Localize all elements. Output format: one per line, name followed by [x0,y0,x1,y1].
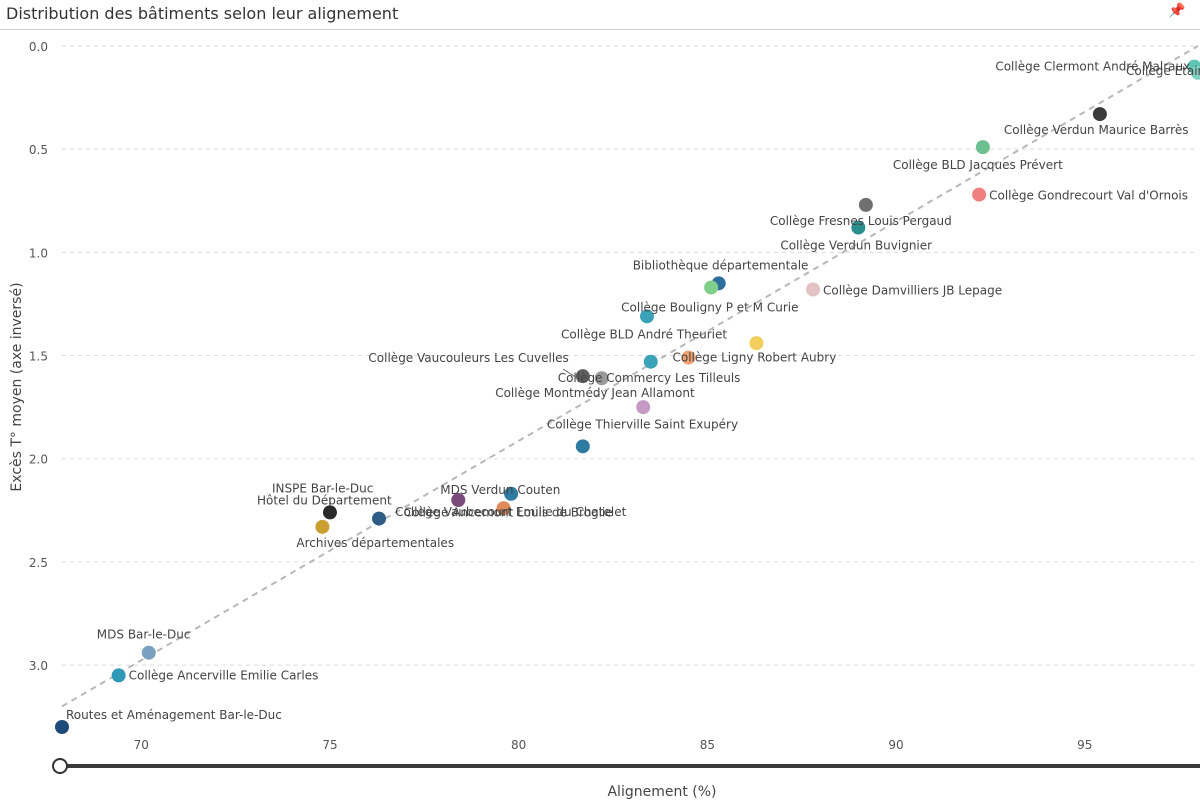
y-tick-label: 1.5 [29,350,48,364]
data-point[interactable] [504,486,519,501]
chart-title: Distribution des bâtiments selon leur al… [6,4,399,23]
grid-lines [62,45,1198,666]
y-tick-label: 1.0 [29,246,48,260]
point-label: MDS Bar-le-Duc [97,628,191,642]
point-label: Collège Clermont André Malraux [995,60,1190,74]
data-point[interactable] [1191,65,1200,80]
point-label: Collège Thierville Saint Exupéry [547,417,738,431]
point-label: Bibliothèque départementale [633,258,809,272]
point-label: Collège Verdun Buvignier [780,239,932,253]
point-label: Routes et Aménagement Bar-le-Duc [66,708,282,722]
x-tick-label: 95 [1077,738,1092,752]
y-tick-label: 3.0 [29,659,48,673]
y-tick-label: 2.5 [29,556,48,570]
data-point[interactable] [372,511,387,526]
point-label: Collège BLD Jacques Prévert [893,158,1063,172]
trend-line [61,45,1199,708]
y-axis-ticks: 0.0 0.5 1.0 1.5 2.0 2.5 3.0 [29,40,48,673]
x-tick-label: 85 [700,738,715,752]
point-label: Collège Bouligny P et M Curie [621,300,798,314]
data-point[interactable] [141,645,156,660]
point-label: Collège Damvilliers JB Lepage [823,284,1002,298]
point-label: Collège BLD André Theuriet [561,327,727,341]
y-axis-title: Excès T° moyen (axe inversé) [9,282,25,491]
point-label: Collège Fresnes Louis Pergaud [770,214,952,228]
point-label: Collège Vaucouleurs Les Cuvelles [368,351,568,365]
data-point[interactable] [55,720,69,734]
data-point[interactable] [749,336,764,351]
point-label: Archives départementales [296,536,454,550]
x-tick-label: 70 [134,738,149,752]
point-label: Collège Commercy Les Tilleuls [558,371,741,385]
data-point[interactable] [315,519,330,534]
data-point[interactable] [496,501,511,516]
point-label: Collège Ancerville Emilie Carles [129,668,319,682]
point-label: Collège Gondrecourt Val d'Ornois [989,189,1188,203]
point-label: Collège Ancemont Louis de Broglie [404,505,613,519]
data-point[interactable] [806,282,821,297]
point-label: Collège Ligny Robert Aubry [672,351,836,365]
point-label: MDS Verdun Couten [440,483,560,497]
point-label: Collège Vaubecourt Emilie du Chatelet [395,505,626,519]
x-range-slider [52,758,1200,774]
data-point[interactable] [451,493,466,507]
data-point[interactable] [851,220,866,235]
data-point[interactable] [643,354,658,369]
slider-handle[interactable] [52,758,68,774]
point-label: Collège Verdun Maurice Barrès [1004,123,1189,137]
header-divider [0,29,1200,30]
data-point[interactable] [575,439,590,454]
data-point[interactable] [594,371,609,386]
x-axis-ticks: 70 75 80 85 90 95 [134,738,1093,752]
x-tick-label: 80 [511,738,526,752]
x-tick-label: 75 [322,738,337,752]
data-point[interactable] [111,668,126,683]
x-axis-title: Alignement (%) [607,784,716,800]
point-label: Hôtel du Département [257,494,392,508]
data-point[interactable] [322,505,337,520]
y-tick-label: 0.5 [29,143,48,157]
pin-icon[interactable]: 📌 [1168,3,1186,19]
point-label: Collège Montmédy Jean Allamont [495,386,695,400]
y-tick-label: 0.0 [29,40,48,54]
y-tick-label: 2.0 [29,453,48,467]
data-points [55,59,1200,734]
data-point[interactable] [681,350,696,365]
data-point[interactable] [858,197,873,212]
point-label: Collège Etain Louise Michel [1126,64,1200,78]
data-point[interactable] [639,309,654,324]
x-tick-label: 90 [888,738,903,752]
data-point[interactable] [575,369,590,384]
point-label: INSPE Bar-le-Duc [272,481,373,495]
data-point[interactable] [1092,107,1107,122]
data-point[interactable] [636,400,651,415]
data-point[interactable] [972,187,987,202]
data-point[interactable] [704,280,719,295]
data-point[interactable] [975,140,990,155]
label-leader-line [562,368,578,379]
